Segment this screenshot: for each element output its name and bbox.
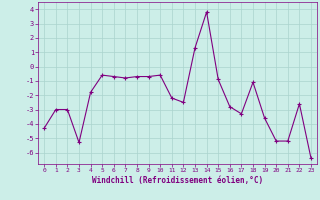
- X-axis label: Windchill (Refroidissement éolien,°C): Windchill (Refroidissement éolien,°C): [92, 176, 263, 185]
